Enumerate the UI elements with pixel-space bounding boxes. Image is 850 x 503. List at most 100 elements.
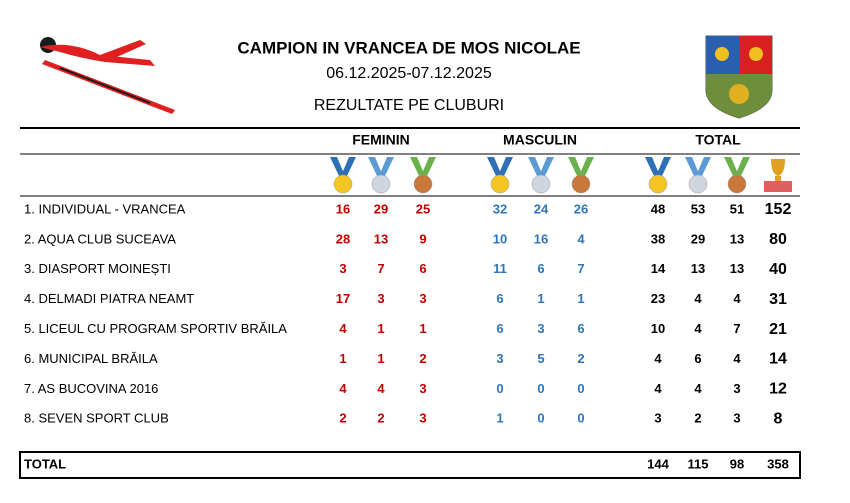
cell: 17: [336, 291, 350, 306]
cell: 3: [419, 291, 426, 306]
ribbon: [341, 157, 356, 178]
cell: 1: [496, 411, 503, 426]
cell: 3: [419, 411, 426, 426]
cell: 4: [377, 381, 385, 396]
group-header: MASCULIN: [503, 132, 577, 148]
cell: 3: [733, 411, 740, 426]
cell: 11: [493, 261, 507, 276]
medal-icon: [368, 157, 394, 194]
cup: [771, 159, 785, 176]
cell: 4: [733, 291, 741, 306]
cell: 3: [733, 381, 740, 396]
ribbon: [696, 157, 711, 178]
cell: 29: [691, 231, 705, 246]
cell: 6: [694, 351, 701, 366]
cell: 14: [651, 261, 666, 276]
ribbon: [379, 157, 394, 178]
cell: 51: [730, 201, 744, 216]
cell: 80: [769, 231, 787, 248]
cell: 2: [339, 411, 346, 426]
club-name: 4. DELMADI PIATRA NEAMT: [24, 291, 194, 306]
cell: 1: [419, 321, 426, 336]
cell: 2: [419, 351, 426, 366]
ribbon: [539, 157, 554, 178]
cell: 10: [651, 321, 665, 336]
cell: 3: [339, 261, 346, 276]
cell: 13: [374, 231, 388, 246]
cell: 48: [651, 201, 665, 216]
cell: 31: [769, 291, 787, 308]
ribbon: [528, 157, 543, 178]
cell: 5: [537, 351, 544, 366]
cell: 14: [769, 351, 787, 368]
medal: [371, 174, 391, 194]
trophy-icon: [764, 159, 792, 192]
cell: 0: [537, 381, 544, 396]
medal: [688, 174, 708, 194]
cell: 38: [651, 231, 665, 246]
ribbon: [498, 157, 513, 178]
ribbon: [656, 157, 671, 178]
medal: [531, 174, 551, 194]
medal-icon: [410, 157, 436, 194]
ribbon: [410, 157, 425, 178]
cell: 0: [537, 411, 544, 426]
ribbon: [645, 157, 660, 178]
cell: 10: [493, 231, 507, 246]
cell: 7: [733, 321, 740, 336]
cell: 32: [493, 201, 507, 216]
total-cell: 358: [767, 456, 789, 471]
cell: 25: [416, 201, 430, 216]
cell: 23: [651, 291, 665, 306]
cell: 2: [694, 411, 701, 426]
cell: 4: [733, 351, 741, 366]
ribbon: [685, 157, 700, 178]
cell: 2: [577, 351, 584, 366]
club-name: 6. MUNICIPAL BRĂILA: [24, 351, 158, 366]
dates: 06.12.2025-07.12.2025: [326, 65, 492, 82]
cell: 8: [774, 411, 783, 428]
cell: 53: [691, 201, 705, 216]
cell: 0: [577, 411, 584, 426]
club-name: 8. SEVEN SPORT CLUB: [24, 411, 169, 426]
cell: 6: [419, 261, 426, 276]
medal-icon: [645, 157, 671, 194]
medal: [571, 174, 591, 194]
cell: 4: [339, 381, 347, 396]
medal: [490, 174, 510, 194]
cell: 12: [769, 381, 787, 398]
cell: 7: [577, 261, 584, 276]
cell: 1: [377, 351, 384, 366]
cell: 4: [577, 231, 585, 246]
title: CAMPION IN VRANCEA DE MOS NICOLAE: [237, 38, 580, 57]
club-name: 3. DIASPORT MOINEȘTI: [24, 261, 171, 276]
ribbon: [579, 157, 594, 178]
total-cell: 115: [688, 456, 709, 471]
cell: 0: [577, 381, 584, 396]
club-name: 1. INDIVIDUAL - VRANCEA: [24, 201, 186, 216]
swimmer-logo: [40, 37, 175, 114]
cell: 9: [419, 231, 426, 246]
cell: 16: [336, 201, 350, 216]
group-header: FEMININ: [352, 132, 410, 148]
cell: 1: [377, 321, 384, 336]
cell: 1: [339, 351, 346, 366]
ribbon: [421, 157, 436, 178]
ribbon: [330, 157, 345, 178]
ribbon: [735, 157, 750, 178]
medal-icon: [685, 157, 711, 194]
cell: 13: [730, 231, 744, 246]
podium: [764, 181, 792, 192]
cell: 3: [537, 321, 544, 336]
cell: 28: [336, 231, 350, 246]
medal: [648, 174, 668, 194]
ribbon: [724, 157, 739, 178]
cell: 40: [769, 261, 787, 278]
cell: 16: [534, 231, 548, 246]
medal-icon: [528, 157, 554, 194]
cell: 3: [654, 411, 661, 426]
subtitle: REZULTATE PE CLUBURI: [314, 97, 504, 114]
cell: 1: [537, 291, 544, 306]
cell: 7: [377, 261, 384, 276]
cell: 2: [377, 411, 384, 426]
